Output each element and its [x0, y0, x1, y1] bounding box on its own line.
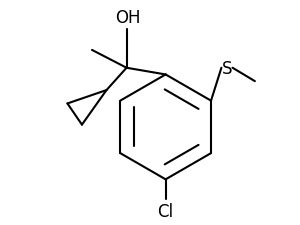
Text: OH: OH: [115, 9, 140, 27]
Text: S: S: [222, 59, 232, 77]
Text: Cl: Cl: [158, 202, 174, 220]
